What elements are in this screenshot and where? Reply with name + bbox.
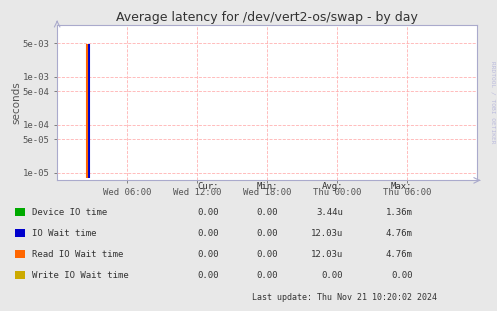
Text: 0.00: 0.00 — [197, 250, 219, 259]
Text: Read IO Wait time: Read IO Wait time — [32, 250, 124, 259]
Text: Last update: Thu Nov 21 10:20:02 2024: Last update: Thu Nov 21 10:20:02 2024 — [252, 293, 437, 301]
Text: 4.76m: 4.76m — [386, 250, 413, 259]
Text: Device IO time: Device IO time — [32, 208, 107, 217]
Text: Cur:: Cur: — [197, 182, 219, 191]
Text: 0.00: 0.00 — [257, 272, 278, 280]
Text: 0.00: 0.00 — [257, 208, 278, 217]
Text: RRDTOOL / TOBI OETIKER: RRDTOOL / TOBI OETIKER — [491, 61, 496, 144]
Text: 3.44u: 3.44u — [316, 208, 343, 217]
Text: IO Wait time: IO Wait time — [32, 229, 97, 238]
Text: 12.03u: 12.03u — [311, 250, 343, 259]
Text: 12.03u: 12.03u — [311, 229, 343, 238]
Text: 0.00: 0.00 — [257, 229, 278, 238]
Title: Average latency for /dev/vert2-os/swap - by day: Average latency for /dev/vert2-os/swap -… — [116, 11, 418, 24]
Text: Min:: Min: — [257, 182, 278, 191]
Text: Write IO Wait time: Write IO Wait time — [32, 272, 129, 280]
Text: 0.00: 0.00 — [197, 272, 219, 280]
Text: 0.00: 0.00 — [257, 250, 278, 259]
Text: 1.36m: 1.36m — [386, 208, 413, 217]
Text: 0.00: 0.00 — [391, 272, 413, 280]
Text: 0.00: 0.00 — [197, 229, 219, 238]
Y-axis label: seconds: seconds — [11, 81, 21, 124]
Text: 4.76m: 4.76m — [386, 229, 413, 238]
Text: Avg:: Avg: — [322, 182, 343, 191]
Text: 0.00: 0.00 — [197, 208, 219, 217]
Text: 0.00: 0.00 — [322, 272, 343, 280]
Text: Max:: Max: — [391, 182, 413, 191]
